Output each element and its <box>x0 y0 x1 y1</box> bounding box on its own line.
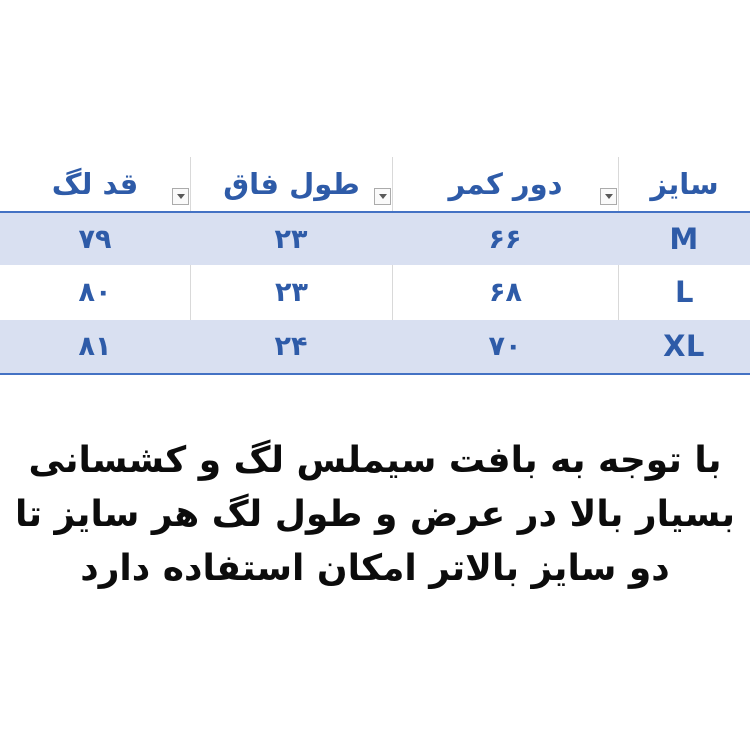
cell-value: XL <box>663 329 705 363</box>
table-header-row: سایز دور کمر طول فاق قد لگ <box>0 157 750 213</box>
size-table: سایز دور کمر طول فاق قد لگ <box>0 157 750 375</box>
column-header-rise: طول فاق <box>190 157 392 211</box>
cell-value: ۷۹ <box>78 223 112 255</box>
note-line-1: با توجه به بافت سیملس لگ و کشسانی <box>28 440 722 481</box>
cell-value: ۲۳ <box>275 277 308 308</box>
cell-leg-l: ۸۰ <box>0 265 190 320</box>
chevron-down-icon <box>604 194 613 199</box>
column-header-waist: دور کمر <box>392 157 618 211</box>
column-header-label-leg: قد لگ <box>51 166 139 201</box>
cell-value: ۸۰ <box>78 277 112 308</box>
table-row: XL ۷۰ ۲۴ ۸۱ <box>0 320 750 375</box>
cell-rise-l: ۲۳ <box>190 265 392 320</box>
cell-value: M <box>669 221 699 256</box>
cell-rise-xl: ۲۴ <box>190 320 392 373</box>
column-header-label-rise: طول فاق <box>223 166 360 201</box>
cell-value: ۶۸ <box>489 277 522 308</box>
cell-leg-m: ۷۹ <box>0 213 190 265</box>
cell-size-xl: XL <box>618 320 750 373</box>
description-text: با توجه به بافت سیملس لگ و کشسانی بسیار … <box>0 434 750 596</box>
note-line-3: دو سایز بالاتر امکان استفاده دارد <box>80 548 670 589</box>
table-row: M ۶۶ ۲۳ ۷۹ <box>0 213 750 265</box>
cell-value: ۷۰ <box>488 331 522 362</box>
cell-value: ۶۶ <box>488 223 522 255</box>
column-header-size: سایز <box>618 157 750 211</box>
column-header-leg: قد لگ <box>0 157 190 211</box>
column-header-label-size: سایز <box>650 166 719 201</box>
chevron-down-icon <box>378 194 387 199</box>
chevron-down-icon <box>176 194 185 199</box>
table-row: L ۶۸ ۲۳ ۸۰ <box>0 265 750 320</box>
cell-waist-l: ۶۸ <box>392 265 618 320</box>
column-header-label-waist: دور کمر <box>448 166 563 201</box>
note-line-2: بسیار بالا در عرض و طول لگ هر سایز تا <box>14 494 736 535</box>
filter-dropdown-button-leg[interactable] <box>172 188 189 205</box>
filter-dropdown-button-rise[interactable] <box>374 188 391 205</box>
cell-waist-xl: ۷۰ <box>392 320 618 373</box>
cell-value: ۲۳ <box>274 223 308 255</box>
cell-value: ۸۱ <box>78 331 112 362</box>
cell-size-l: L <box>618 265 750 320</box>
cell-size-m: M <box>618 213 750 265</box>
cell-value: L <box>675 275 694 309</box>
cell-leg-xl: ۸۱ <box>0 320 190 373</box>
filter-dropdown-button-waist[interactable] <box>600 188 617 205</box>
cell-waist-m: ۶۶ <box>392 213 618 265</box>
cell-value: ۲۴ <box>274 331 308 362</box>
cell-rise-m: ۲۳ <box>190 213 392 265</box>
